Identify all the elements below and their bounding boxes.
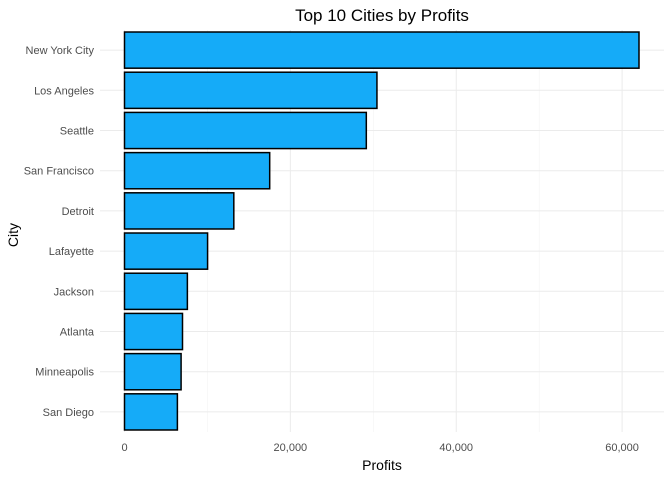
x-tick-label: 40,000 (439, 442, 473, 454)
bar (123, 31, 640, 69)
y-tick-label: Minneapolis (35, 367, 94, 379)
bar (123, 192, 235, 230)
y-tick-label: Jackson (54, 286, 94, 298)
x-axis-label: Profits (362, 457, 402, 473)
y-tick-label: San Francisco (24, 166, 94, 178)
chart-title: Top 10 Cities by Profits (295, 6, 469, 25)
y-tick-label: San Diego (43, 407, 94, 419)
y-axis-label: City (5, 223, 21, 247)
y-tick-label: New York City (26, 45, 95, 57)
y-tick-label: Los Angeles (34, 85, 94, 97)
x-tick-labels: 0 20,000 40,000 60,000 (121, 442, 638, 454)
bar (123, 111, 368, 150)
x-tick-label: 20,000 (274, 442, 308, 454)
bar (123, 151, 271, 190)
bar (123, 272, 189, 311)
bar (123, 232, 209, 270)
x-tick-label: 60,000 (605, 442, 639, 454)
y-tick-label: Atlanta (60, 327, 95, 339)
bars (123, 31, 640, 431)
y-tick-labels: New York City Los Angeles Seattle San Franc… (24, 45, 95, 419)
bar (123, 312, 184, 351)
y-tick-label: Detroit (62, 206, 94, 218)
bar (123, 71, 378, 110)
x-tick-label: 0 (121, 442, 127, 454)
y-tick-label: Seattle (60, 126, 94, 138)
bar (123, 393, 179, 431)
y-tick-label: Lafayette (49, 246, 94, 258)
bar (123, 352, 182, 391)
